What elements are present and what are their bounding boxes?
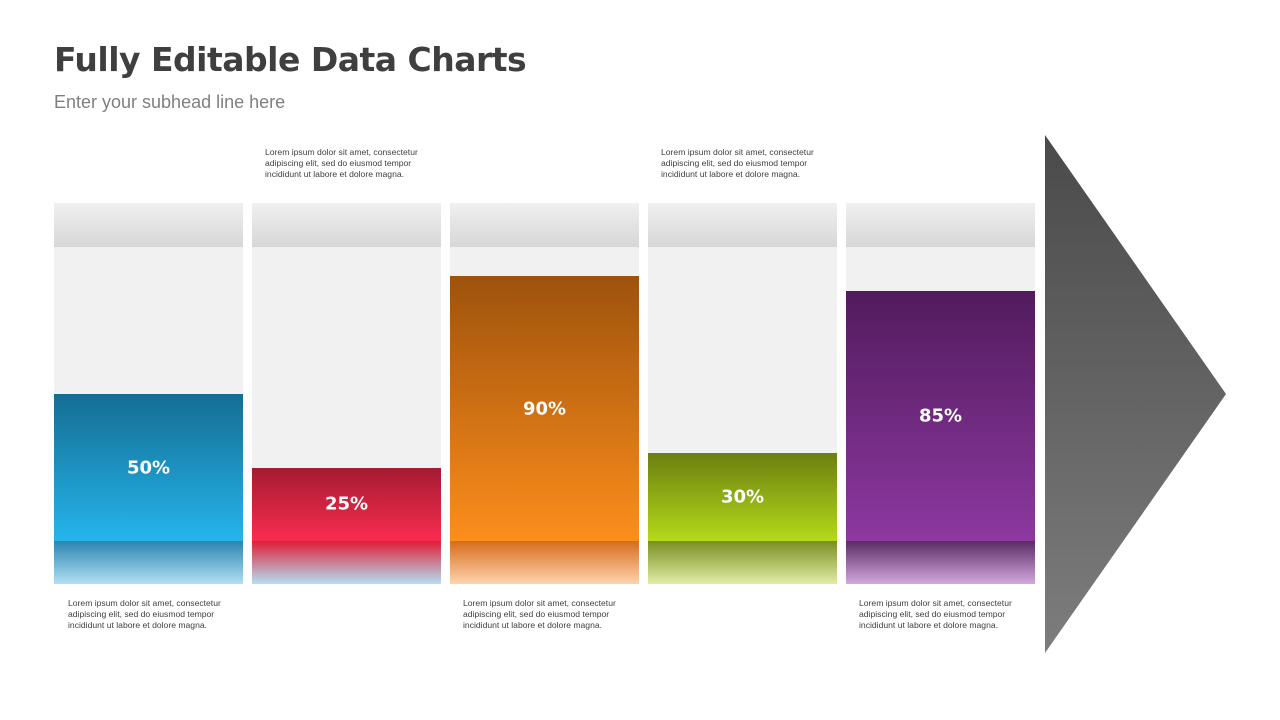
bar-column-1: 50%	[54, 203, 243, 584]
page-subtitle: Enter your subhead line here	[54, 92, 286, 112]
bar-fill[interactable]: 25%	[252, 467, 441, 541]
bar-reflection	[846, 541, 1035, 584]
bar-column-4: 30%	[648, 203, 837, 584]
bar-track: 90%	[450, 247, 639, 541]
bar-fill[interactable]: 50%	[54, 394, 243, 541]
bar-value-label: 30%	[720, 486, 765, 508]
bar-reflection	[252, 541, 441, 584]
page-title: Fully Editable Data Charts	[54, 40, 527, 79]
column-cap	[648, 203, 837, 247]
bar-note-3: Lorem ipsum dolor sit amet, consectetur …	[463, 598, 616, 630]
bar-track: 50%	[54, 247, 243, 541]
bar-note-5: Lorem ipsum dolor sit amet, consectetur …	[859, 598, 1012, 630]
column-cap	[252, 203, 441, 247]
bar-value-label: 90%	[522, 398, 567, 420]
column-cap	[450, 203, 639, 247]
bar-reflection	[648, 541, 837, 584]
bar-note-1: Lorem ipsum dolor sit amet, consectetur …	[68, 598, 221, 630]
bar-value-label: 25%	[324, 493, 369, 515]
bar-value-label: 85%	[918, 405, 963, 427]
bar-column-2: 25%	[252, 203, 441, 584]
bar-note-2: Lorem ipsum dolor sit amet, consectetur …	[265, 147, 418, 179]
bar-value-label: 50%	[126, 457, 171, 478]
arrow-right-icon	[1045, 135, 1226, 653]
bar-column-3: 90%	[450, 203, 639, 584]
bar-track: 30%	[648, 247, 837, 541]
column-cap	[846, 203, 1035, 247]
bar-reflection	[450, 541, 639, 584]
bar-fill[interactable]: 90%	[450, 276, 639, 541]
bar-reflection	[54, 541, 243, 584]
bar-fill[interactable]: 85%	[846, 291, 1035, 541]
bar-note-4: Lorem ipsum dolor sit amet, consectetur …	[661, 147, 814, 179]
column-cap	[54, 203, 243, 247]
bar-track: 25%	[252, 247, 441, 541]
bar-fill[interactable]: 30%	[648, 452, 837, 541]
bar-column-5: 85%	[846, 203, 1035, 584]
bar-track: 85%	[846, 247, 1035, 541]
